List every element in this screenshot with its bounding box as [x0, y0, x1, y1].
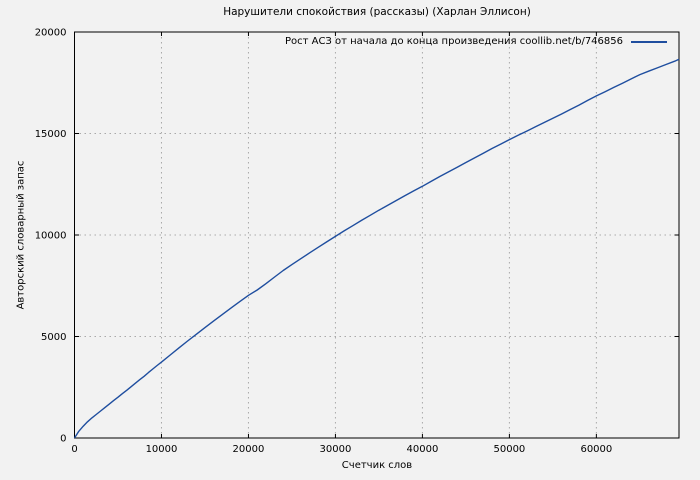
- x-tick-label: 10000: [146, 444, 178, 455]
- y-tick-label: 0: [60, 434, 66, 445]
- x-axis-label: Счетчик слов: [341, 460, 413, 471]
- x-tick-label: 40000: [407, 444, 439, 455]
- legend-line-sample: [631, 40, 667, 43]
- legend-label: Рост АСЗ от начала до конца произведения…: [284, 36, 623, 47]
- y-tick-label: 5000: [41, 332, 66, 343]
- y-tick-label: 20000: [35, 28, 67, 39]
- x-tick-label: 30000: [320, 444, 352, 455]
- y-tick-label: 15000: [35, 129, 67, 140]
- y-tick-label: 10000: [35, 231, 67, 242]
- x-tick-label: 50000: [493, 444, 525, 455]
- legend: Рост АСЗ от начала до конца произведения…: [285, 36, 667, 47]
- data-series-line: [73, 58, 680, 439]
- chart-title: Нарушители спокойствия (рассказы) (Харла…: [223, 6, 531, 18]
- x-tick-label: 0: [71, 444, 77, 455]
- x-tick-label: 20000: [233, 444, 265, 455]
- x-tick-label: 60000: [580, 444, 612, 455]
- y-axis-label: Авторский словарный запас: [15, 160, 27, 310]
